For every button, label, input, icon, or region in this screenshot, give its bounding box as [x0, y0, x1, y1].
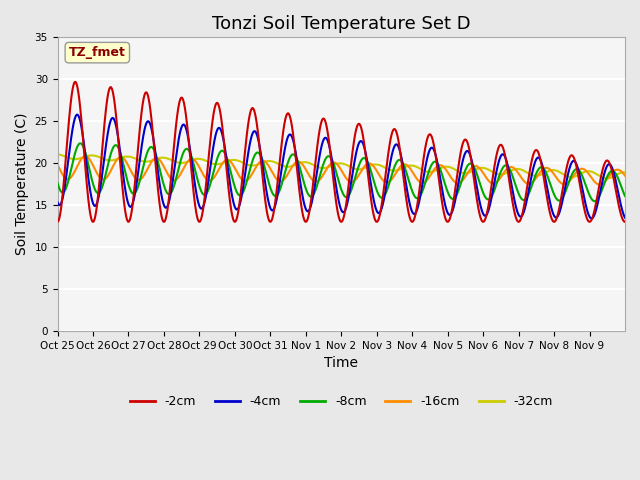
- Title: Tonzi Soil Temperature Set D: Tonzi Soil Temperature Set D: [212, 15, 470, 33]
- X-axis label: Time: Time: [324, 356, 358, 370]
- Y-axis label: Soil Temperature (C): Soil Temperature (C): [15, 113, 29, 255]
- Legend: -2cm, -4cm, -8cm, -16cm, -32cm: -2cm, -4cm, -8cm, -16cm, -32cm: [125, 390, 558, 413]
- Text: TZ_fmet: TZ_fmet: [69, 46, 125, 59]
